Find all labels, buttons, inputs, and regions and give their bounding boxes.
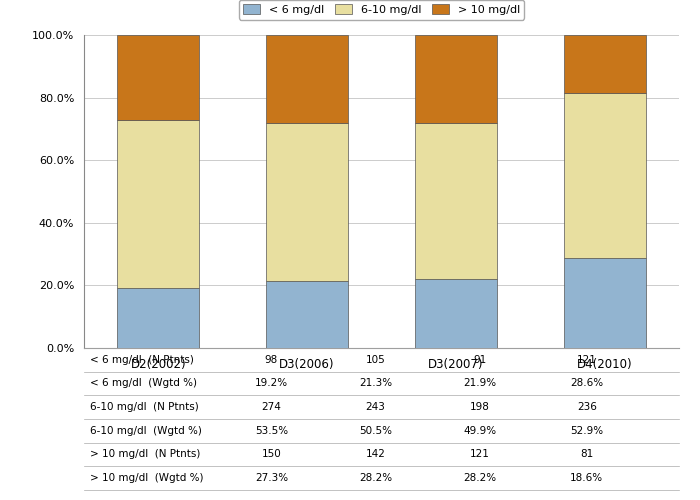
Text: 21.3%: 21.3%: [359, 378, 392, 388]
Bar: [415, 280, 497, 348]
Bar: [415, 123, 497, 280]
Text: < 6 mg/dl  (Wgtd %): < 6 mg/dl (Wgtd %): [90, 378, 197, 388]
Text: 6-10 mg/dl  (Wgtd %): 6-10 mg/dl (Wgtd %): [90, 426, 202, 436]
Text: 52.9%: 52.9%: [570, 426, 603, 436]
Text: 49.9%: 49.9%: [463, 426, 496, 436]
Text: 198: 198: [470, 402, 489, 412]
Text: 28.6%: 28.6%: [570, 378, 603, 388]
Text: 53.5%: 53.5%: [255, 426, 288, 436]
Text: 142: 142: [365, 450, 386, 460]
Text: 121: 121: [577, 354, 596, 364]
Legend: < 6 mg/dl, 6-10 mg/dl, > 10 mg/dl: < 6 mg/dl, 6-10 mg/dl, > 10 mg/dl: [239, 0, 524, 20]
Bar: [266, 123, 348, 281]
Bar: [564, 258, 645, 348]
Text: 19.2%: 19.2%: [255, 378, 288, 388]
Text: 50.5%: 50.5%: [359, 426, 392, 436]
Text: 18.6%: 18.6%: [570, 473, 603, 483]
Text: > 10 mg/dl  (Wgtd %): > 10 mg/dl (Wgtd %): [90, 473, 204, 483]
Text: 27.3%: 27.3%: [255, 473, 288, 483]
Bar: [564, 34, 645, 93]
Text: < 6 mg/dl  (N Ptnts): < 6 mg/dl (N Ptnts): [90, 354, 194, 364]
Bar: [118, 288, 200, 348]
Text: 98: 98: [265, 354, 278, 364]
Text: 28.2%: 28.2%: [359, 473, 392, 483]
Text: 243: 243: [365, 402, 386, 412]
Text: 81: 81: [580, 450, 594, 460]
Text: 105: 105: [365, 354, 386, 364]
Text: 21.9%: 21.9%: [463, 378, 496, 388]
Text: 121: 121: [470, 450, 489, 460]
Text: 91: 91: [473, 354, 486, 364]
Text: 236: 236: [577, 402, 596, 412]
Bar: [266, 35, 348, 123]
Bar: [118, 35, 200, 120]
Text: 150: 150: [262, 450, 281, 460]
Bar: [266, 281, 348, 348]
Text: 28.2%: 28.2%: [463, 473, 496, 483]
Text: 6-10 mg/dl  (N Ptnts): 6-10 mg/dl (N Ptnts): [90, 402, 199, 412]
Bar: [118, 120, 200, 288]
Bar: [415, 35, 497, 123]
Bar: [564, 93, 645, 258]
Text: > 10 mg/dl  (N Ptnts): > 10 mg/dl (N Ptnts): [90, 450, 200, 460]
Text: 274: 274: [262, 402, 281, 412]
